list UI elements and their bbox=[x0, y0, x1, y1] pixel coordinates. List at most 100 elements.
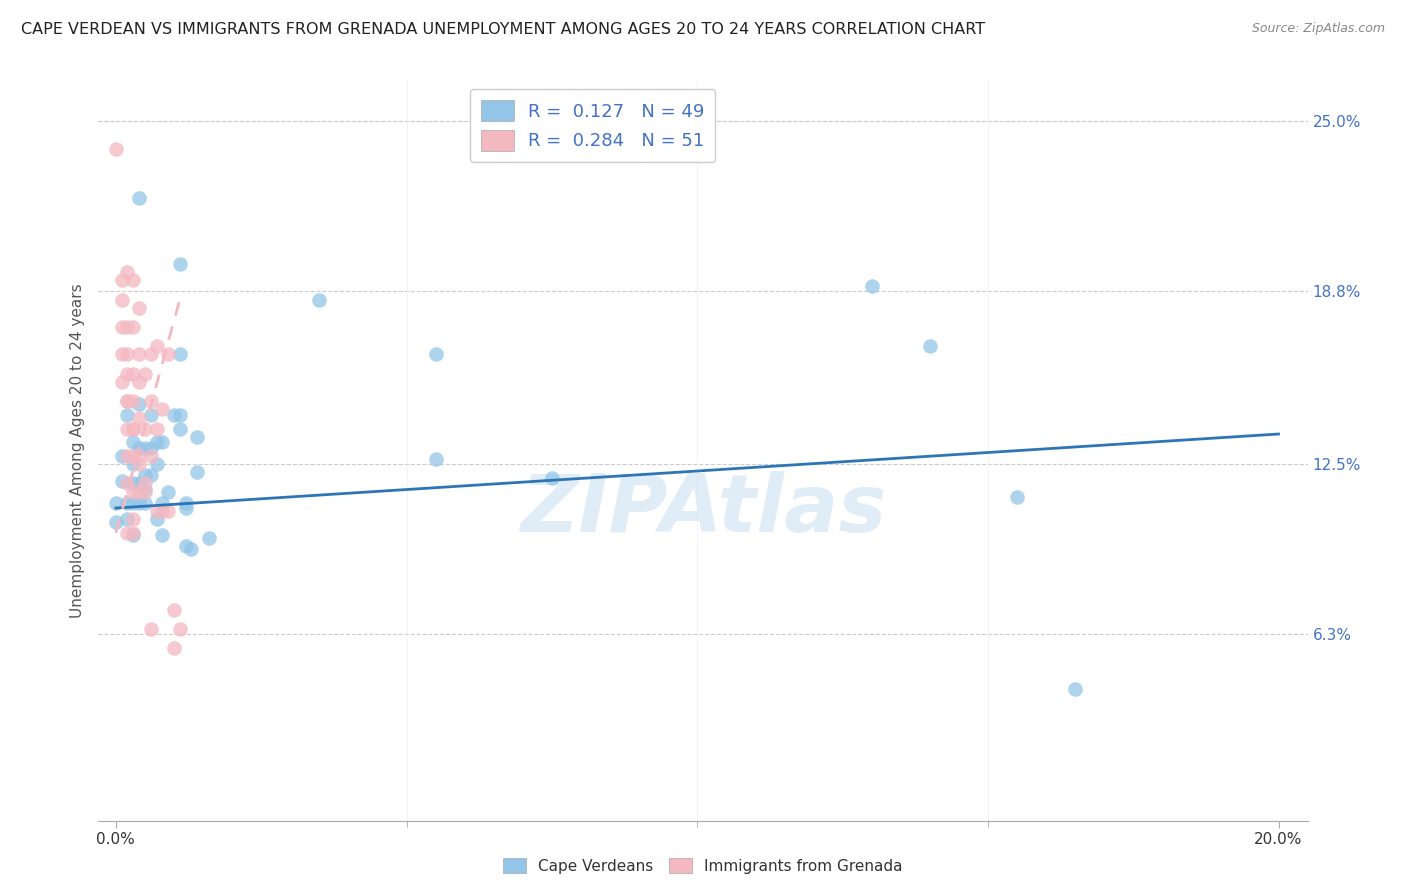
Point bbox=[117, 347, 139, 361]
Point bbox=[134, 441, 156, 455]
Point bbox=[150, 495, 173, 509]
Point bbox=[128, 484, 150, 499]
Point bbox=[128, 397, 150, 411]
Point bbox=[186, 466, 208, 480]
Point bbox=[186, 430, 208, 444]
Point bbox=[139, 394, 162, 409]
Point bbox=[122, 528, 145, 542]
Point bbox=[139, 347, 162, 361]
Point bbox=[134, 482, 156, 496]
Point bbox=[139, 408, 162, 422]
Point bbox=[128, 191, 150, 205]
Point bbox=[308, 293, 330, 307]
Point bbox=[104, 515, 127, 529]
Text: CAPE VERDEAN VS IMMIGRANTS FROM GRENADA UNEMPLOYMENT AMONG AGES 20 TO 24 YEARS C: CAPE VERDEAN VS IMMIGRANTS FROM GRENADA … bbox=[21, 22, 986, 37]
Point bbox=[117, 512, 139, 526]
Point bbox=[104, 142, 127, 156]
Point bbox=[150, 528, 173, 542]
Point bbox=[918, 339, 941, 353]
Point bbox=[128, 301, 150, 315]
Point bbox=[122, 449, 145, 463]
Point bbox=[128, 347, 150, 361]
Point bbox=[104, 495, 127, 509]
Point bbox=[122, 320, 145, 334]
Point bbox=[122, 394, 145, 409]
Point bbox=[425, 451, 447, 466]
Text: Source: ZipAtlas.com: Source: ZipAtlas.com bbox=[1251, 22, 1385, 36]
Point bbox=[117, 495, 139, 509]
Point bbox=[122, 421, 145, 435]
Point bbox=[134, 367, 156, 381]
Point bbox=[128, 476, 150, 491]
Point bbox=[122, 457, 145, 471]
Point bbox=[122, 421, 145, 435]
Point bbox=[117, 265, 139, 279]
Point bbox=[111, 375, 134, 389]
Point bbox=[122, 512, 145, 526]
Point bbox=[128, 449, 150, 463]
Point bbox=[860, 279, 883, 293]
Point bbox=[169, 622, 191, 636]
Legend: Cape Verdeans, Immigrants from Grenada: Cape Verdeans, Immigrants from Grenada bbox=[498, 852, 908, 880]
Point bbox=[180, 542, 202, 557]
Point bbox=[117, 408, 139, 422]
Point bbox=[1005, 490, 1028, 504]
Point bbox=[122, 476, 145, 491]
Point bbox=[122, 495, 145, 509]
Point bbox=[163, 408, 186, 422]
Point bbox=[163, 602, 186, 616]
Y-axis label: Unemployment Among Ages 20 to 24 years: Unemployment Among Ages 20 to 24 years bbox=[69, 283, 84, 618]
Point bbox=[117, 394, 139, 409]
Point bbox=[169, 257, 191, 271]
Point bbox=[157, 484, 180, 499]
Point bbox=[122, 367, 145, 381]
Point bbox=[134, 495, 156, 509]
Point bbox=[139, 622, 162, 636]
Point bbox=[174, 501, 197, 516]
Point bbox=[425, 347, 447, 361]
Point bbox=[117, 394, 139, 409]
Point bbox=[128, 441, 150, 455]
Legend: R =  0.127   N = 49, R =  0.284   N = 51: R = 0.127 N = 49, R = 0.284 N = 51 bbox=[470, 89, 716, 161]
Point bbox=[145, 435, 167, 450]
Point bbox=[150, 402, 173, 417]
Point bbox=[111, 347, 134, 361]
Point bbox=[1064, 681, 1087, 696]
Point bbox=[145, 457, 167, 471]
Point bbox=[169, 347, 191, 361]
Point bbox=[117, 421, 139, 435]
Point bbox=[128, 457, 150, 471]
Point bbox=[117, 525, 139, 540]
Point bbox=[139, 468, 162, 483]
Point bbox=[122, 435, 145, 450]
Point bbox=[134, 468, 156, 483]
Text: ZIPAtlas: ZIPAtlas bbox=[520, 471, 886, 549]
Point bbox=[117, 476, 139, 491]
Point bbox=[128, 495, 150, 509]
Point bbox=[111, 273, 134, 287]
Point bbox=[157, 347, 180, 361]
Point bbox=[198, 531, 221, 545]
Point bbox=[111, 320, 134, 334]
Point bbox=[169, 408, 191, 422]
Point bbox=[150, 504, 173, 518]
Point bbox=[145, 504, 167, 518]
Point bbox=[150, 435, 173, 450]
Point bbox=[122, 484, 145, 499]
Point bbox=[145, 512, 167, 526]
Point bbox=[157, 504, 180, 518]
Point bbox=[117, 320, 139, 334]
Point bbox=[128, 410, 150, 425]
Point bbox=[128, 375, 150, 389]
Point bbox=[117, 367, 139, 381]
Point bbox=[139, 449, 162, 463]
Point bbox=[122, 525, 145, 540]
Point bbox=[134, 476, 156, 491]
Point bbox=[122, 273, 145, 287]
Point bbox=[139, 441, 162, 455]
Point bbox=[134, 484, 156, 499]
Point bbox=[111, 474, 134, 488]
Point bbox=[163, 640, 186, 655]
Point bbox=[145, 421, 167, 435]
Point bbox=[174, 540, 197, 554]
